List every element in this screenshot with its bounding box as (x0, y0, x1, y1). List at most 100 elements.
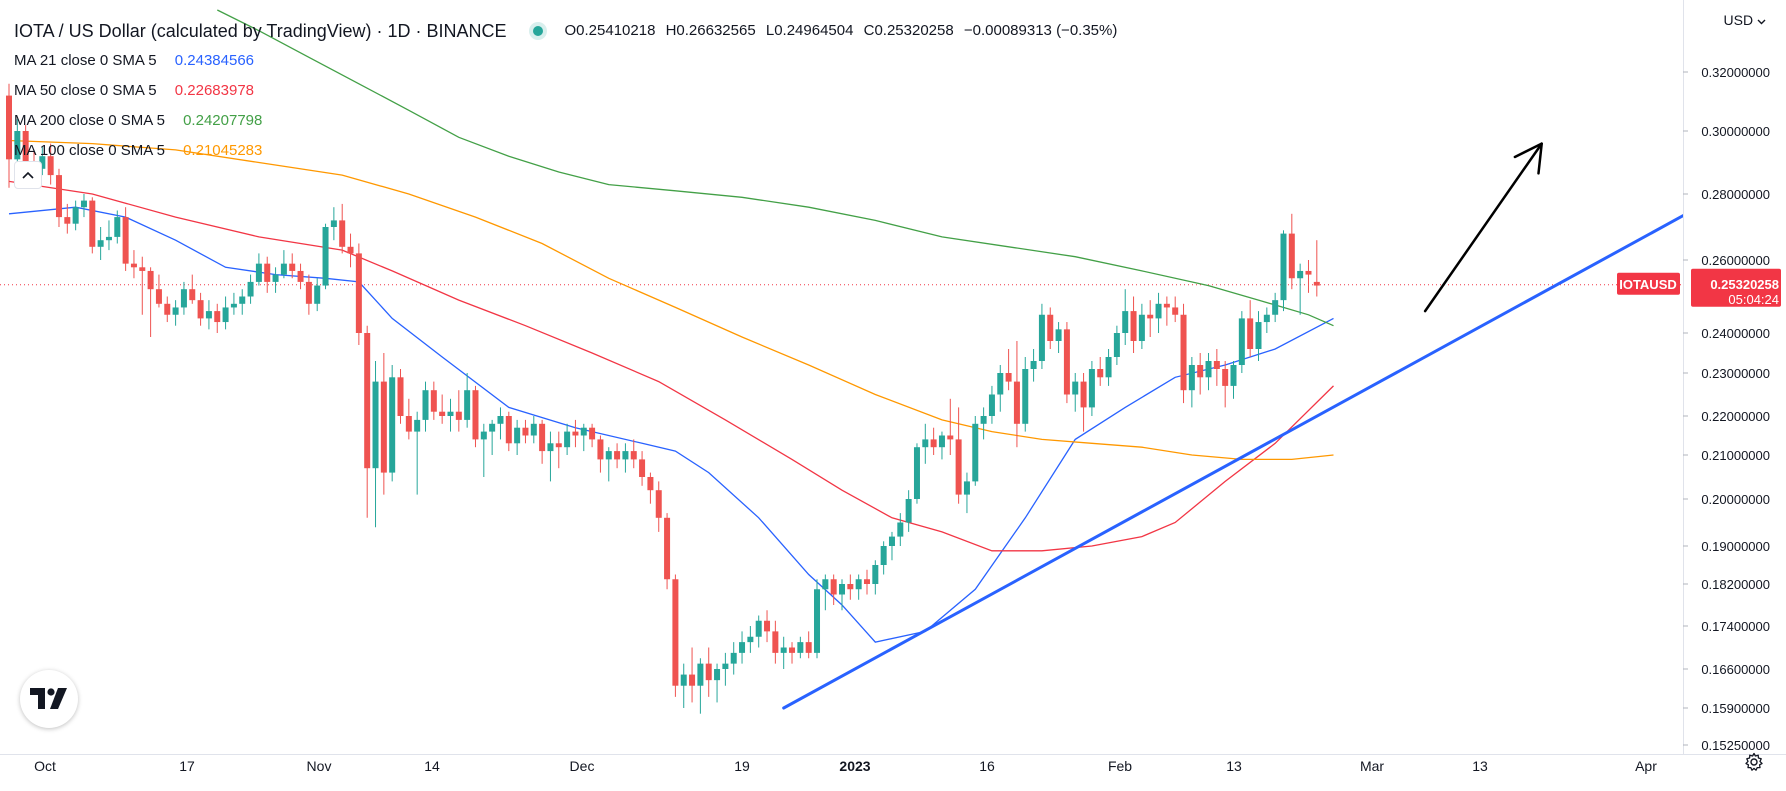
candle (1213, 349, 1220, 386)
close-value: C0.25320258 (863, 22, 954, 39)
candle-body (539, 423, 546, 452)
candle-body (372, 381, 379, 469)
candle (797, 636, 804, 659)
indicator-ma100[interactable]: MA 100 close 0 SMA 5 0.21045283 (14, 136, 1117, 166)
candle (1038, 303, 1045, 369)
candle (297, 263, 304, 290)
indicator-ma200[interactable]: MA 200 close 0 SMA 5 0.24207798 (14, 106, 1117, 136)
y-axis-label: 0.24000000 (1701, 326, 1770, 341)
candle-body (280, 263, 287, 275)
candle-body (297, 270, 304, 282)
symbol-tag-box (1617, 272, 1680, 295)
candle (580, 423, 587, 452)
candle (863, 569, 870, 595)
candle-body (672, 579, 679, 686)
symbol-title[interactable]: IOTA / US Dollar (calculated by TradingV… (14, 21, 507, 41)
candle-body (322, 227, 329, 286)
currency-selector[interactable]: USD (1724, 12, 1766, 28)
candle (364, 325, 371, 518)
candle-body (422, 390, 429, 420)
candle (1080, 373, 1087, 432)
candle (1313, 240, 1320, 297)
candle-body (1105, 357, 1112, 378)
candle (997, 365, 1004, 412)
tradingview-logo-icon[interactable] (20, 670, 78, 728)
candle-body (647, 477, 654, 491)
candle-body (255, 263, 262, 282)
price-tag-box (1691, 268, 1781, 307)
candle (988, 385, 995, 424)
indicator-ma21[interactable]: MA 21 close 0 SMA 5 0.24384566 (14, 46, 1117, 76)
candle (972, 416, 979, 486)
candle (572, 419, 579, 448)
candle (1022, 357, 1029, 432)
candle-body (805, 642, 812, 653)
legend-collapse-button[interactable] (14, 161, 42, 189)
candle-body (880, 546, 887, 565)
candle-body (522, 427, 529, 436)
candle (172, 300, 179, 326)
candle (514, 419, 521, 455)
candle (280, 250, 287, 279)
candle-body (722, 663, 729, 669)
candle-body (472, 390, 479, 440)
candle (314, 278, 321, 312)
x-axis-label: 19 (734, 758, 750, 774)
candle-body (97, 240, 104, 247)
chart-settings-button[interactable] (1744, 752, 1764, 777)
candle (1013, 341, 1020, 448)
candle (6, 83, 12, 188)
candle-body (1313, 281, 1320, 286)
candle (430, 381, 437, 420)
candle (1188, 357, 1195, 408)
candle (197, 292, 204, 326)
candle-body (6, 95, 12, 160)
trendline (782, 214, 1683, 710)
candle-body (314, 285, 321, 304)
indicator-ma50[interactable]: MA 50 close 0 SMA 5 0.22683978 (14, 76, 1117, 106)
candle (1055, 322, 1062, 353)
candle (764, 610, 771, 643)
candle (780, 636, 787, 669)
candle-body (114, 217, 121, 237)
tradingview-logo-icon (30, 688, 67, 709)
high-value: H0.26632565 (665, 22, 756, 39)
candle (955, 407, 962, 504)
candle (689, 647, 696, 703)
candle-body (239, 296, 246, 304)
candle (822, 574, 829, 611)
candle-body (1197, 365, 1204, 378)
candle-body (705, 663, 712, 681)
candle (747, 626, 754, 653)
candle-body (630, 451, 637, 460)
candle-body (1063, 329, 1070, 395)
candle (47, 143, 54, 185)
candle-body (1222, 369, 1229, 386)
candle (672, 574, 679, 697)
candle-body (947, 435, 954, 440)
candle-body (872, 565, 879, 584)
candle (1163, 296, 1170, 326)
open-value: O0.25410218 (564, 22, 656, 39)
candle-body (1263, 314, 1270, 323)
candle (1172, 296, 1179, 323)
x-axis-label: Dec (570, 758, 595, 774)
candle-body (405, 416, 412, 432)
candle (1105, 349, 1112, 386)
y-axis-label: 0.26000000 (1701, 253, 1770, 268)
market-status-dot[interactable] (532, 26, 543, 36)
arrow-shaft (1423, 142, 1543, 313)
candle-body (1030, 361, 1037, 369)
candle-body (1122, 311, 1129, 333)
candle (55, 168, 62, 227)
candle-body (997, 373, 1004, 395)
candle (1088, 361, 1095, 416)
ma-line-ma100 (8, 139, 1334, 461)
candle-body (564, 431, 571, 448)
candle-body (988, 394, 995, 416)
candle-body (697, 663, 704, 686)
candle (1238, 311, 1245, 373)
x-axis-label: Apr (1635, 758, 1657, 774)
candle (414, 411, 421, 495)
